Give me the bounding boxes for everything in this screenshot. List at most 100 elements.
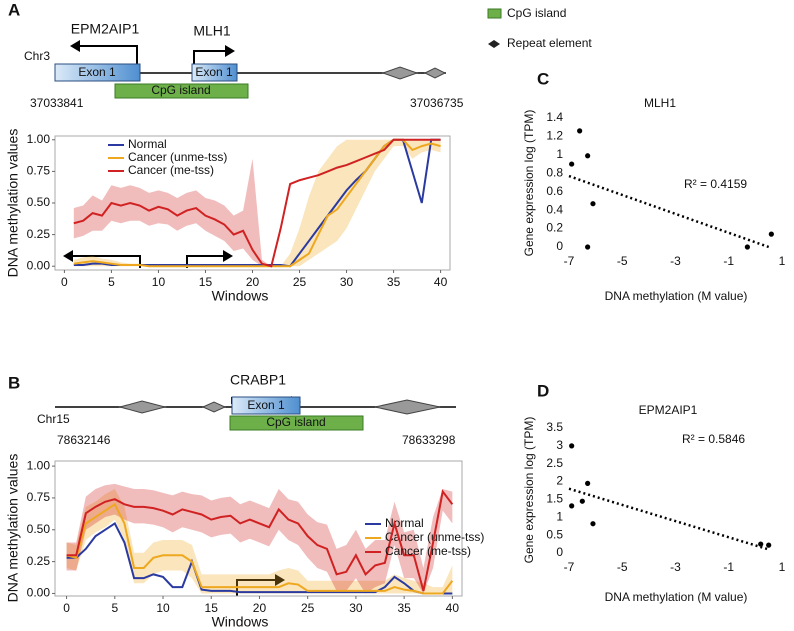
arrow-head: [70, 40, 80, 52]
key-cpg: CpG island: [507, 6, 566, 20]
legend-label: Cancer (unme-tss): [128, 150, 227, 164]
cpg-label: CpG island: [266, 415, 325, 429]
y-tick-label: 1.00: [27, 132, 51, 146]
point: [585, 480, 591, 486]
annotation: R² = 0.4159: [684, 177, 747, 191]
y-tick-label: 1.00: [27, 458, 51, 472]
cpg-island: [229, 415, 364, 431]
point: [585, 244, 591, 250]
x-axis-label: Windows: [212, 288, 269, 304]
x-tick-label: -7: [564, 560, 575, 574]
arrow-head: [63, 250, 73, 262]
y-tick-label: 0: [556, 545, 563, 559]
legend-label: Cancer (me-tss): [128, 163, 214, 177]
y-tick-label: 1: [556, 147, 563, 161]
x-tick-label: -1: [723, 560, 734, 574]
x-axis-label: Windows: [212, 614, 269, 630]
end-coordinate: 78633298: [402, 433, 456, 447]
repeat: [381, 66, 419, 80]
arrow-head: [223, 250, 233, 262]
panel-label: C: [537, 69, 549, 88]
point: [569, 161, 575, 167]
y-tick-label: 0.4: [546, 202, 563, 216]
x-tick-label: 30: [349, 601, 363, 615]
arrow-head: [275, 574, 285, 586]
x-tick-label: 10: [156, 601, 170, 615]
x-tick-label: 10: [152, 275, 166, 289]
y-axis-label: Gene expression log (TPM): [522, 110, 536, 257]
x-tick-label: -5: [617, 560, 628, 574]
point: [744, 244, 750, 250]
exon-label: Exon 1: [78, 65, 116, 79]
point: [768, 231, 774, 237]
point: [758, 541, 764, 547]
point: [579, 498, 585, 504]
x-tick-label: 25: [301, 601, 315, 615]
y-tick-label: 0.50: [27, 195, 51, 209]
tss-arrow: [76, 45, 138, 65]
y-tick-label: 0.00: [27, 586, 51, 600]
point: [569, 443, 575, 449]
y-tick-label: 0.75: [27, 164, 51, 178]
band: [73, 139, 441, 267]
x-tick-label: -1: [723, 254, 734, 268]
x-tick-label: -3: [670, 254, 681, 268]
gene-map-a: A EPM2AIP1 MLH1 Chr3 Exon 1 Exon 1 CpG i…: [8, 0, 464, 110]
x-tick-label: 0: [61, 275, 68, 289]
repeat: [423, 67, 447, 79]
y-tick-label: 2.5: [546, 456, 563, 470]
x-tick-label: 5: [111, 601, 118, 615]
y-tick-label: 0.00: [27, 258, 51, 272]
y-tick-label: 0.8: [546, 165, 563, 179]
tss-arrow: [193, 50, 228, 65]
y-tick-label: 0.25: [27, 227, 51, 241]
x-tick-label: 15: [199, 275, 213, 289]
panel-label: D: [537, 381, 549, 400]
start-coordinate: 37033841: [30, 96, 84, 110]
y-tick-label: 3.5: [546, 420, 563, 434]
x-tick-label: 30: [340, 275, 354, 289]
y-tick-label: 0.75: [27, 490, 51, 504]
y-tick-label: 3: [556, 438, 563, 452]
x-tick-label: 40: [434, 275, 448, 289]
exon: [191, 63, 238, 82]
key-cpg-swatch: [487, 8, 502, 19]
x-tick-label: 1: [779, 254, 786, 268]
y-tick-label: 0.25: [27, 554, 51, 568]
y-tick-label: 2: [556, 474, 563, 488]
y-tick-label: 1: [556, 509, 563, 523]
trendline: [568, 487, 770, 551]
point: [569, 503, 575, 509]
y-axis-label: DNA methylation values: [5, 129, 21, 278]
x-tick-label: 15: [205, 601, 219, 615]
point: [590, 201, 596, 207]
series-line: [66, 521, 453, 595]
x-tick-label: 5: [108, 275, 115, 289]
cpg-island: [114, 83, 249, 99]
legend-label: Normal: [385, 516, 424, 530]
x-tick-label: 0: [63, 601, 70, 615]
series-line: [66, 502, 454, 595]
tss-arrow: [236, 579, 278, 596]
y-tick-label: 1.2: [546, 129, 563, 143]
band: [66, 489, 453, 594]
panel-label: B: [8, 373, 20, 392]
x-tick-label: 40: [446, 601, 460, 615]
exon: [54, 63, 141, 82]
chromosome: Chr3: [24, 49, 50, 63]
y-tick-label: 0.6: [546, 184, 563, 198]
key-repeat: Repeat element: [507, 36, 592, 50]
band: [73, 139, 441, 267]
x-tick-label: 20: [253, 601, 267, 615]
exon-label: Exon 1: [195, 65, 233, 79]
legend-label: Normal: [128, 137, 167, 151]
gene-label: CRABP1: [230, 372, 286, 388]
series-line: [73, 138, 441, 268]
x-tick-label: -3: [670, 560, 681, 574]
exon-label: Exon 1: [247, 398, 285, 412]
exon: [231, 396, 301, 415]
legend-label: Cancer (me-tss): [385, 544, 471, 558]
cpg-label: CpG island: [151, 83, 210, 97]
trendline: [568, 174, 770, 249]
